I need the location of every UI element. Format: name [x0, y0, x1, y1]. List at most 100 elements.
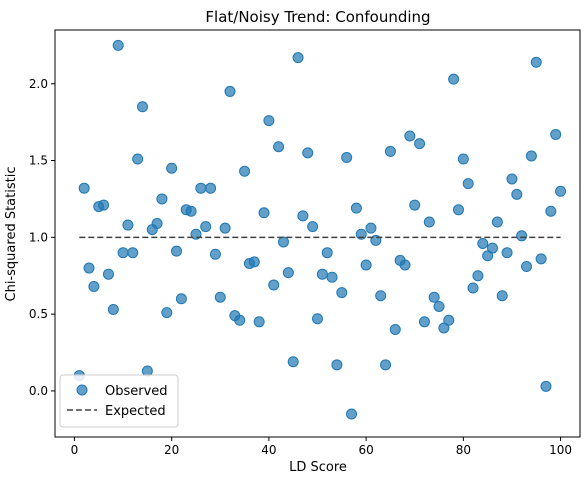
scatter-point [525, 150, 537, 162]
scatter-point [414, 138, 426, 150]
scatter-point [501, 247, 513, 259]
scatter-point [83, 262, 95, 274]
scatter-point [307, 221, 319, 233]
scatter-point [175, 293, 187, 305]
scatter-point [166, 162, 178, 174]
scatter-point [423, 216, 435, 228]
scatter-point [399, 259, 411, 271]
scatter-point [452, 204, 464, 216]
scatter-point [268, 279, 280, 291]
scatter-point [384, 145, 396, 157]
scatter-point [375, 290, 387, 302]
y-tick-label: 0.5 [29, 307, 48, 321]
scatter-point [521, 261, 533, 273]
scatter-point [161, 307, 173, 319]
scatter-point [487, 242, 498, 254]
scatter-point [273, 141, 285, 153]
scatter-point [506, 173, 518, 185]
scatter-point [107, 304, 119, 316]
scatter-point [234, 314, 246, 326]
scatter-point [545, 205, 557, 217]
scatter-point [263, 115, 275, 127]
x-tick-label: 80 [456, 443, 471, 457]
scatter-point [214, 291, 226, 303]
scatter-point [443, 314, 455, 326]
scatter-point [248, 256, 260, 268]
y-tick-label: 1.0 [29, 230, 48, 244]
plot-frame [54, 29, 581, 438]
scatter-point [336, 287, 348, 299]
scatter-point [482, 250, 494, 262]
scatter-point [428, 291, 440, 303]
scatter-point [341, 151, 353, 163]
y-axis-ticks: 0.0 0.5 1.0 1.5 2.0 [29, 77, 55, 398]
scatter-point [467, 282, 479, 294]
plot-area [73, 39, 567, 420]
scatter-point [287, 356, 299, 368]
legend: Observed Expected [59, 374, 179, 428]
scatter-point [409, 199, 421, 211]
scatter-point [205, 182, 217, 194]
scatter-point [112, 39, 124, 51]
scatter-point [433, 300, 445, 312]
scatter-point [277, 236, 289, 248]
scatter-point [200, 221, 212, 233]
scatter-point [365, 222, 377, 234]
scatter-point [219, 222, 231, 234]
scatter-point [122, 219, 134, 231]
scatter-point [331, 359, 343, 371]
scatter-point [326, 271, 338, 283]
scatter-point [302, 147, 314, 159]
y-axis-label: Chi-squared Statistic [4, 167, 19, 302]
scatter-point [185, 205, 197, 217]
scatter-point [78, 182, 90, 194]
scatter-point [404, 130, 416, 142]
scatter-point [540, 380, 552, 392]
scatter-point [530, 56, 542, 68]
x-tick-label: 0 [71, 443, 79, 457]
scatter-point [209, 248, 221, 260]
chart-title: Flat/Noisy Trend: Confounding [205, 8, 430, 26]
scatter-point [88, 280, 100, 292]
scatter-point [117, 247, 129, 259]
scatter-point [389, 323, 401, 335]
legend-expected-label: Expected [105, 404, 166, 419]
scatter-point [511, 188, 523, 200]
legend-observed-label: Observed [105, 384, 168, 399]
scatter-point [137, 101, 148, 113]
scatter-point [224, 85, 236, 97]
scatter-point [316, 268, 328, 280]
scatter-point [141, 365, 153, 377]
scatter-point [127, 247, 139, 259]
y-tick-label: 0.0 [29, 384, 48, 398]
scatter-point [151, 218, 163, 230]
x-tick-label: 20 [164, 443, 179, 457]
x-axis-label: LD Score [289, 460, 347, 475]
scatter-point [555, 185, 567, 197]
scatter-point [132, 153, 144, 165]
x-tick-label: 100 [549, 443, 572, 457]
scatter-point [462, 178, 474, 190]
scatter-point [171, 245, 183, 257]
scatter-point [195, 182, 207, 194]
scatter-point [239, 165, 251, 177]
scatter-point [472, 270, 484, 282]
scatter-point [457, 153, 469, 165]
scatter-point [312, 313, 323, 325]
scatter-point [491, 216, 503, 228]
scatter-point [516, 230, 528, 242]
scatter-point [156, 193, 168, 205]
y-tick-label: 2.0 [29, 77, 48, 91]
scatter-point [360, 259, 372, 271]
scatter-point [98, 199, 110, 211]
scatter-point [550, 128, 562, 140]
scatter-point [477, 237, 489, 249]
scatter-point [346, 408, 358, 420]
scatter-point [292, 52, 304, 64]
x-tick-label: 60 [358, 443, 373, 457]
scatter-point [418, 316, 430, 328]
scatter-point [102, 268, 114, 280]
scatter-point [380, 359, 392, 371]
scatter-point [438, 322, 450, 334]
x-tick-label: 40 [261, 443, 276, 457]
